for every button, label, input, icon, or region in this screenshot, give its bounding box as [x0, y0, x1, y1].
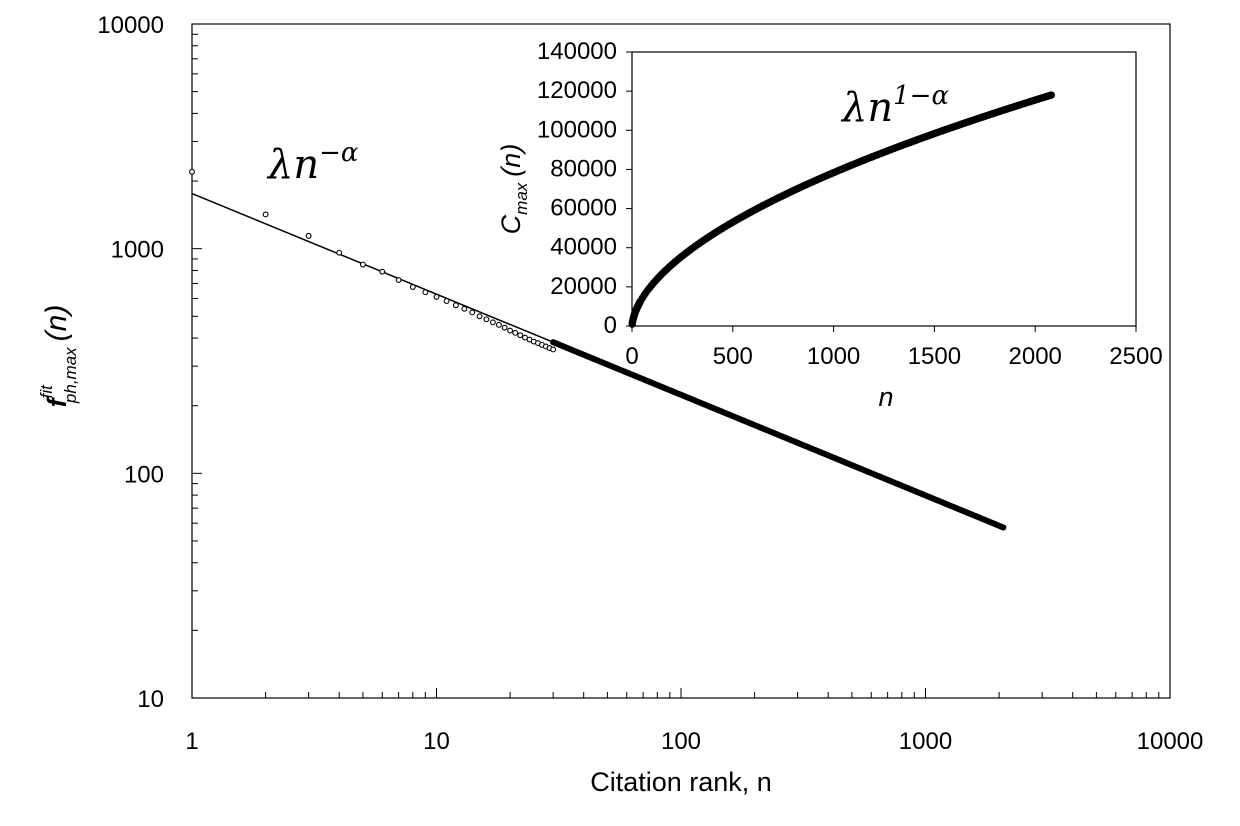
inset-x-tick-labels: 0 500 1000 1500 2000 2500	[625, 343, 1162, 370]
main-data-point	[189, 168, 195, 175]
inset-ylabel-main: C	[496, 214, 526, 234]
ylabel-sup: fit	[37, 384, 56, 399]
main-data-point	[517, 332, 524, 339]
inset-y-tick-label: 20000	[550, 273, 617, 300]
inset-x-tick-label: 2500	[1109, 343, 1162, 370]
main-data-point	[483, 316, 490, 323]
inset-y-tick-labels: 0 20000 40000 60000 80000 100000 120000 140000	[537, 38, 617, 339]
inset-x-tick-label: 0	[625, 343, 638, 370]
main-data-points	[189, 168, 557, 353]
main-data-point	[507, 327, 514, 334]
inset-data-point	[1047, 91, 1056, 99]
main-y-tick-label: 100	[124, 461, 164, 488]
inset-y-tick-label: 100000	[537, 116, 617, 143]
main-x-tick-label: 1000	[899, 728, 952, 755]
main-x-axis-title: Citation rank, n	[590, 767, 772, 797]
main-dense-tail	[550, 339, 1007, 531]
main-x-tick-label: 10	[423, 728, 450, 755]
svg-text:Cmax(n): Cmax (n)	[496, 144, 531, 235]
main-data-point	[469, 309, 476, 316]
main-y-tick-labels: 10 100 1000 10000	[97, 12, 164, 713]
main-data-point	[443, 298, 450, 304]
ylabel-sub: ph,max	[61, 347, 80, 404]
main-y-tick-label: 10	[137, 686, 164, 713]
inset-x-tick-label: 1000	[807, 343, 860, 370]
inset-y-tick-label: 140000	[537, 38, 617, 65]
main-data-point	[379, 268, 386, 275]
inset-y-axis-title: Cmax (n)	[496, 144, 531, 235]
main-data-point	[422, 289, 429, 296]
inset-y-tick-label: 0	[604, 312, 617, 339]
main-x-tick-label: 10000	[1137, 728, 1204, 755]
inset-data-points	[628, 91, 1056, 328]
inset-ticks	[626, 51, 1137, 332]
main-data-point	[512, 329, 519, 336]
inset-ylabel-sub: max	[512, 182, 531, 215]
main-x-tick-label: 100	[661, 728, 701, 755]
inset-x-tick-label: 2000	[1009, 343, 1062, 370]
main-data-point	[461, 305, 468, 312]
main-data-point	[476, 313, 483, 320]
main-data-point	[336, 249, 343, 256]
main-y-tick-label: 10000	[97, 12, 164, 39]
main-tail-point	[1000, 524, 1007, 531]
main-data-point	[452, 302, 459, 309]
main-data-point	[495, 321, 502, 328]
inset-x-axis-title: n	[878, 382, 893, 412]
inset-x-tick-label: 1500	[908, 343, 961, 370]
main-data-point	[359, 261, 366, 268]
inset-fit-annotation: λn1−α	[840, 81, 949, 131]
main-x-tick-label: 1	[185, 728, 198, 755]
main-data-point	[262, 211, 269, 218]
inset-y-tick-label: 80000	[550, 155, 617, 182]
inset-y-tick-label: 40000	[550, 234, 617, 261]
main-fit-annotation: λn−α	[266, 138, 359, 188]
inset-y-tick-label: 120000	[537, 77, 617, 104]
main-y-tick-label: 1000	[111, 237, 164, 264]
main-data-point	[395, 277, 402, 283]
inset-ylabel-arg: (n)	[496, 144, 526, 177]
main-data-point	[433, 293, 440, 300]
main-minor-ticks	[191, 33, 1160, 699]
main-data-point	[409, 284, 416, 290]
inset-y-tick-label: 60000	[550, 195, 617, 222]
main-y-axis-title: ffit ph,max(n)	[37, 305, 80, 408]
main-data-point	[489, 319, 496, 326]
main-data-point	[550, 346, 557, 353]
inset-x-tick-label: 500	[713, 343, 753, 370]
ylabel-arg: (n)	[40, 305, 73, 342]
main-data-point	[501, 324, 508, 331]
main-x-tick-labels: 1 10 100 1000 10000	[185, 728, 1203, 755]
main-data-point	[305, 232, 312, 239]
